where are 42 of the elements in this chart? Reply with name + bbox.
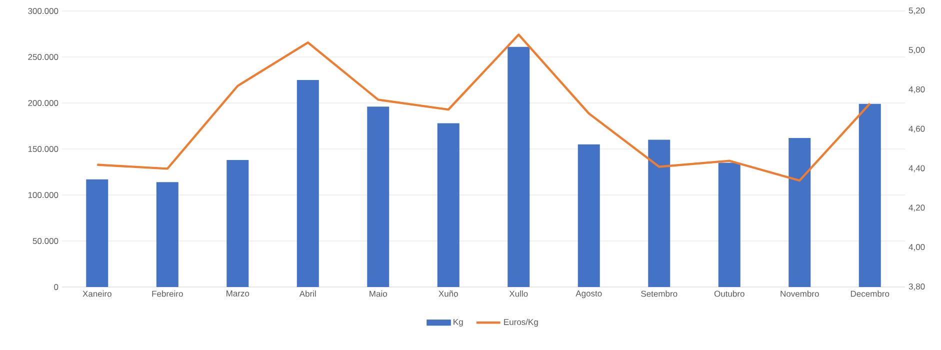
y2-tick-label: 4,00 [908, 244, 925, 252]
x-tick-label: Agosto [576, 290, 602, 298]
x-tick-label: Maio [370, 290, 387, 297]
y-tick-label: 150.000 [28, 146, 58, 152]
line-series [96, 34, 871, 182]
bar [508, 46, 530, 287]
legend-label: Kg [454, 318, 463, 327]
bar [648, 140, 670, 287]
bar [858, 104, 881, 287]
y-tick-label: 250.000 [28, 54, 58, 60]
x-tick-label: Xaneiro [82, 290, 112, 297]
bar [296, 80, 319, 287]
x-tick-label: Marzo [226, 290, 250, 296]
bar [578, 144, 600, 287]
bar [788, 138, 811, 287]
y2-tick-label: 5,00 [908, 46, 925, 54]
bar [86, 179, 108, 287]
x-tick-label: Decembro [850, 290, 890, 297]
legend-label: Euros/Kg [504, 318, 538, 327]
y2-tick-label: 3,80 [908, 283, 925, 290]
bar [156, 182, 178, 287]
y-tick-label: 0 [54, 284, 58, 290]
y-tick-label: 50.000 [32, 238, 58, 244]
y2-tick-label: 4,20 [908, 204, 925, 212]
y-tick-label: 100.000 [28, 192, 58, 198]
bar [226, 160, 249, 287]
x-tick-label: Febreiro [152, 290, 183, 297]
bar [367, 106, 390, 287]
x-tick-label: Outubro [714, 290, 744, 297]
x-tick-label: Abril [299, 290, 316, 297]
x-tick-label: Novembro [780, 290, 819, 297]
bar [718, 162, 740, 287]
bar [437, 123, 460, 287]
y2-tick-label: 4,40 [908, 165, 925, 172]
y2-tick-label: 5,20 [908, 7, 925, 14]
y-tick-label: 300.000 [28, 8, 58, 14]
x-tick-label: Xuño [438, 290, 458, 297]
y2-tick-label: 4,60 [908, 126, 925, 133]
x-tick-label: Xullo [509, 290, 528, 297]
y-tick-label: 200.000 [28, 100, 58, 106]
y2-tick-label: 4,80 [908, 86, 925, 94]
x-tick-label: Setembro [641, 290, 678, 297]
